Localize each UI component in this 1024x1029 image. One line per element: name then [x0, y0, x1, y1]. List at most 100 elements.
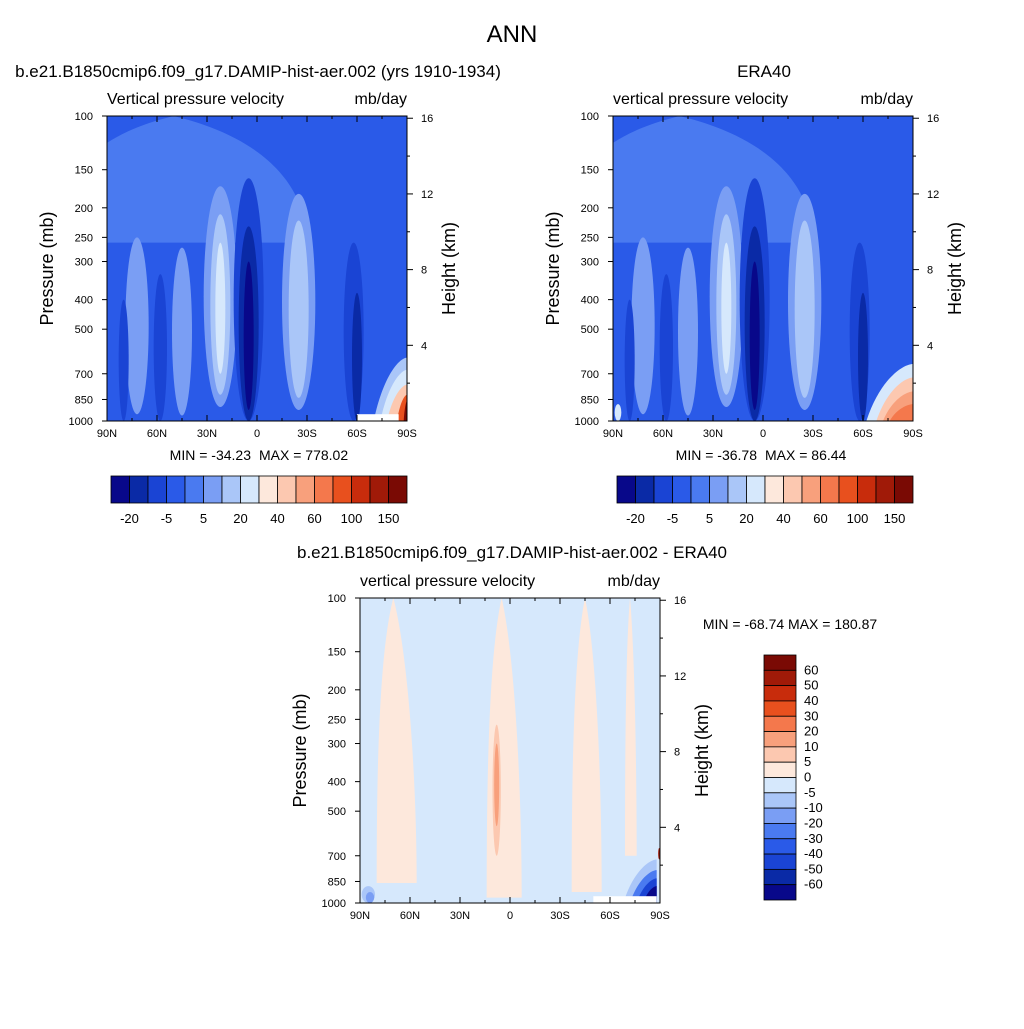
colorbar-box [857, 475, 877, 504]
field-contour [678, 247, 698, 416]
colorbar-box [635, 475, 655, 504]
colorbar-box [351, 475, 371, 504]
y-tick-label: 100 [581, 111, 599, 123]
y-tick-label: 250 [581, 232, 599, 244]
colorbar-box [763, 685, 797, 702]
y-tick-label: 850 [581, 394, 599, 406]
x-tick-label: 30S [550, 910, 570, 922]
y2-axis-label: Height (km) [692, 704, 712, 797]
x-tick-label: 90S [650, 910, 670, 922]
min-label: MIN = -36.78 [676, 447, 758, 463]
colorbar-tick-label: 60 [813, 511, 827, 526]
field-difference [360, 598, 660, 903]
x-tick-label: 0 [254, 428, 260, 440]
colorbar-tick-label: 60 [804, 662, 818, 677]
y-tick-label: 400 [75, 295, 93, 307]
min-label: MIN = -34.23 [170, 447, 252, 463]
colorbar: -20 -5 5 20 40 60 100 150 MIN = -36.78 MAX = 86.4… [616, 447, 914, 526]
colorbar-tick-label: -5 [161, 511, 173, 526]
y2-tick-label: 4 [674, 822, 680, 834]
y-axis-label: Pressure (mb) [290, 693, 310, 807]
colorbar-box [388, 475, 408, 504]
colorbar-box [763, 777, 797, 794]
colorbar-box [690, 475, 710, 504]
colorbar-tick-label: -20 [626, 511, 645, 526]
right-string: mb/day [608, 573, 660, 590]
colorbar-tick-label: 10 [804, 739, 818, 754]
colorbar-tick-label: 20 [804, 724, 818, 739]
colorbar-tick-label: -50 [804, 861, 823, 876]
field-contour [749, 261, 760, 410]
max-label: MAX = 86.44 [765, 447, 847, 463]
field-contour [288, 220, 309, 398]
colorbar-box [110, 475, 130, 504]
y-axis-label: Pressure (mb) [543, 211, 563, 325]
x-tick-label: 30S [297, 428, 317, 440]
colorbar-box [332, 475, 352, 504]
y-tick-label: 150 [75, 165, 93, 177]
y-tick-label: 150 [328, 647, 346, 659]
y-tick-label: 150 [581, 165, 599, 177]
colorbar-box [295, 475, 315, 504]
field-contour [172, 247, 192, 416]
y-tick-label: 700 [581, 369, 599, 381]
x-tick-label: 60N [653, 428, 673, 440]
x-tick-label: 90S [397, 428, 417, 440]
missing-data-area [357, 414, 399, 421]
colorbar-tick-label: 5 [706, 511, 713, 526]
colorbar-tick-label: 0 [804, 770, 811, 785]
field-contour [153, 274, 167, 421]
colorbar-box [838, 475, 858, 504]
colorbar-box [763, 823, 797, 840]
colorbar-box [763, 792, 797, 809]
y-tick-label: 300 [328, 739, 346, 751]
colorbar-box [763, 669, 797, 687]
y2-tick-label: 12 [927, 189, 939, 201]
colorbar-box [763, 731, 797, 748]
colorbar-box [763, 853, 797, 870]
panel-title: b.e21.B1850cmip6.f09_g17.DAMIP-hist-aer.… [15, 62, 501, 81]
panel-axes: 90N 60N 30N 0 30S 60S 90S 100 150 200 250 300 400 500… [543, 62, 965, 440]
colorbar-tick-label: -20 [804, 815, 823, 830]
x-tick-label: 60S [347, 428, 367, 440]
colorbar-box [727, 475, 747, 504]
field-contour [215, 242, 226, 374]
colorbar-tick-label: 60 [307, 511, 321, 526]
y-tick-label: 100 [75, 111, 93, 123]
y2-tick-label: 8 [927, 265, 933, 277]
field-contour [571, 598, 602, 892]
colorbar-tick-label: 20 [233, 511, 247, 526]
y-tick-label: 200 [75, 203, 93, 215]
field-contour [624, 299, 635, 421]
colorbar-tick-label: 100 [341, 511, 363, 526]
field-contour [721, 242, 732, 374]
y2-tick-label: 16 [421, 113, 433, 125]
field-contour [858, 292, 868, 421]
colorbar-box [763, 807, 797, 824]
y-tick-label: 400 [328, 777, 346, 789]
colorbar-tick-label: 50 [804, 678, 818, 693]
y-tick-label: 700 [75, 369, 93, 381]
x-tick-label: 0 [507, 910, 513, 922]
x-tick-label: 90N [97, 428, 117, 440]
colorbar-box [763, 838, 797, 855]
main-title: ANN [487, 21, 538, 48]
x-tick-label: 30S [803, 428, 823, 440]
colorbar-box [277, 475, 297, 504]
y-tick-label: 500 [75, 324, 93, 336]
y2-tick-label: 8 [674, 747, 680, 759]
colorbar-box [129, 475, 149, 504]
y-tick-label: 700 [328, 851, 346, 863]
colorbar-tick-label: 5 [804, 754, 811, 769]
colorbar-tick-label: 40 [270, 511, 284, 526]
right-string: mb/day [355, 91, 407, 108]
field-contour [494, 743, 500, 827]
colorbar-tick-label: 5 [200, 511, 207, 526]
y2-tick-label: 16 [674, 595, 686, 607]
field-contour [631, 237, 655, 415]
colorbar-box [314, 475, 334, 504]
y-tick-label: 250 [75, 232, 93, 244]
y-tick-label: 200 [328, 685, 346, 697]
